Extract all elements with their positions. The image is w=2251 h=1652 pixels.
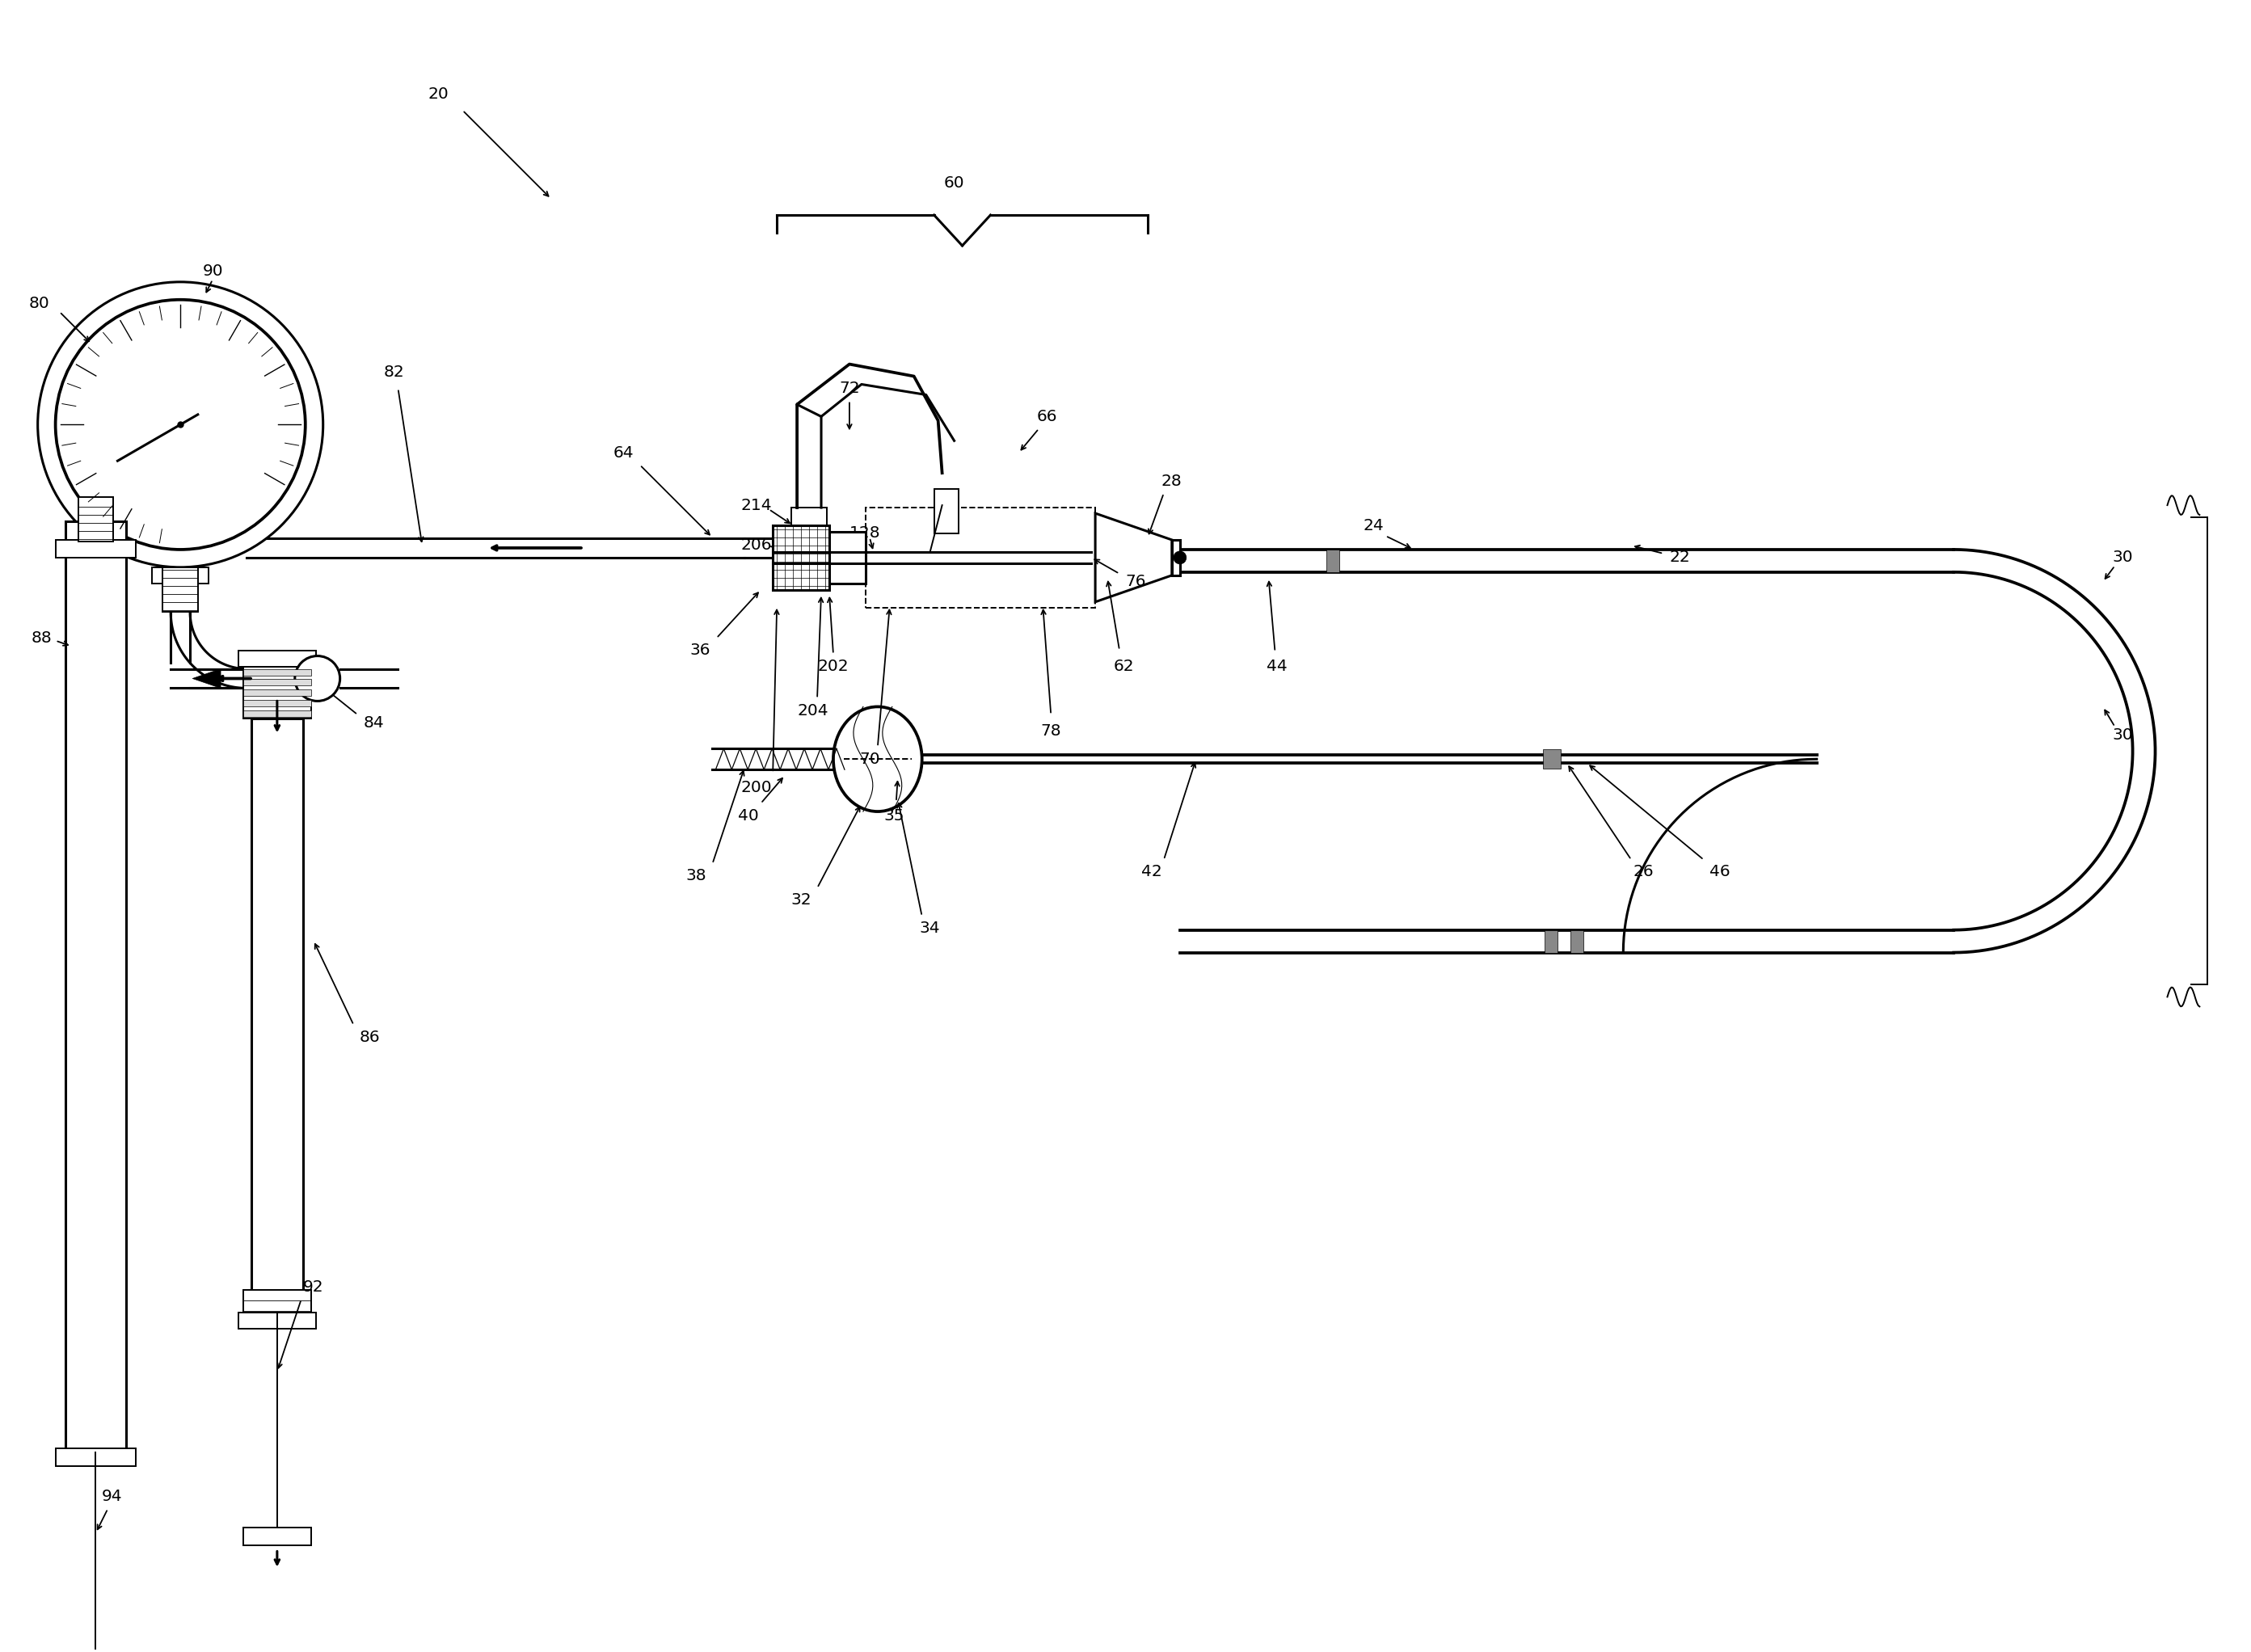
Bar xyxy=(243,679,311,686)
Text: 128: 128 xyxy=(849,525,880,542)
Text: 32: 32 xyxy=(790,892,810,909)
Bar xyxy=(56,540,135,558)
Text: 214: 214 xyxy=(741,497,772,512)
Text: 60: 60 xyxy=(943,175,966,190)
Bar xyxy=(1571,930,1585,953)
Bar xyxy=(79,497,113,542)
Circle shape xyxy=(38,282,324,567)
Text: 30: 30 xyxy=(2114,727,2134,743)
Bar xyxy=(243,666,311,719)
Text: 42: 42 xyxy=(1141,864,1162,879)
Bar xyxy=(792,507,826,525)
Circle shape xyxy=(56,299,306,550)
Bar xyxy=(243,700,311,707)
Text: 206: 206 xyxy=(741,539,772,553)
Bar xyxy=(243,669,311,676)
Text: 44: 44 xyxy=(1267,659,1288,674)
Text: 92: 92 xyxy=(304,1279,324,1295)
Polygon shape xyxy=(194,669,221,689)
Text: 202: 202 xyxy=(817,659,849,674)
Text: 200: 200 xyxy=(741,780,772,795)
Text: 38: 38 xyxy=(687,869,707,884)
Bar xyxy=(56,1449,135,1465)
Text: 64: 64 xyxy=(612,444,635,461)
Text: 72: 72 xyxy=(840,380,860,396)
Bar xyxy=(1173,540,1180,575)
Bar xyxy=(243,710,311,717)
Text: 66: 66 xyxy=(1038,408,1058,425)
Text: 26: 26 xyxy=(1632,864,1654,879)
Text: 204: 204 xyxy=(797,704,828,719)
Text: 46: 46 xyxy=(1709,864,1731,879)
Bar xyxy=(1544,930,1558,953)
Text: 62: 62 xyxy=(1114,659,1135,674)
Text: 36: 36 xyxy=(691,643,711,657)
Bar xyxy=(867,507,1096,608)
Text: 20: 20 xyxy=(428,86,448,102)
Bar xyxy=(65,522,126,1464)
Bar xyxy=(162,567,198,611)
Bar xyxy=(153,567,209,583)
Text: 35: 35 xyxy=(882,808,905,823)
Text: 28: 28 xyxy=(1162,474,1182,489)
Text: 34: 34 xyxy=(921,920,941,937)
Text: 76: 76 xyxy=(1126,575,1146,590)
Text: 70: 70 xyxy=(860,752,880,767)
Bar xyxy=(239,1313,315,1328)
Text: 40: 40 xyxy=(738,808,759,823)
Text: 80: 80 xyxy=(29,296,50,311)
Circle shape xyxy=(1173,552,1186,563)
Text: 24: 24 xyxy=(1362,517,1384,534)
Bar xyxy=(243,1290,311,1313)
Bar xyxy=(243,691,311,695)
Text: 82: 82 xyxy=(383,365,405,380)
Bar xyxy=(243,1526,311,1545)
Bar xyxy=(252,719,304,1312)
Bar xyxy=(1542,750,1560,768)
Text: 84: 84 xyxy=(362,715,385,730)
Text: 30: 30 xyxy=(2114,550,2134,565)
Text: 86: 86 xyxy=(360,1029,380,1044)
Text: 88: 88 xyxy=(32,631,52,646)
Bar xyxy=(1326,550,1339,572)
Text: 90: 90 xyxy=(203,264,223,279)
Text: 22: 22 xyxy=(1670,550,1691,565)
Bar xyxy=(772,525,828,590)
Bar xyxy=(934,489,959,534)
Text: 78: 78 xyxy=(1040,724,1060,738)
Bar xyxy=(828,532,867,583)
Text: 94: 94 xyxy=(101,1488,122,1505)
Bar xyxy=(239,651,315,666)
Circle shape xyxy=(295,656,340,700)
